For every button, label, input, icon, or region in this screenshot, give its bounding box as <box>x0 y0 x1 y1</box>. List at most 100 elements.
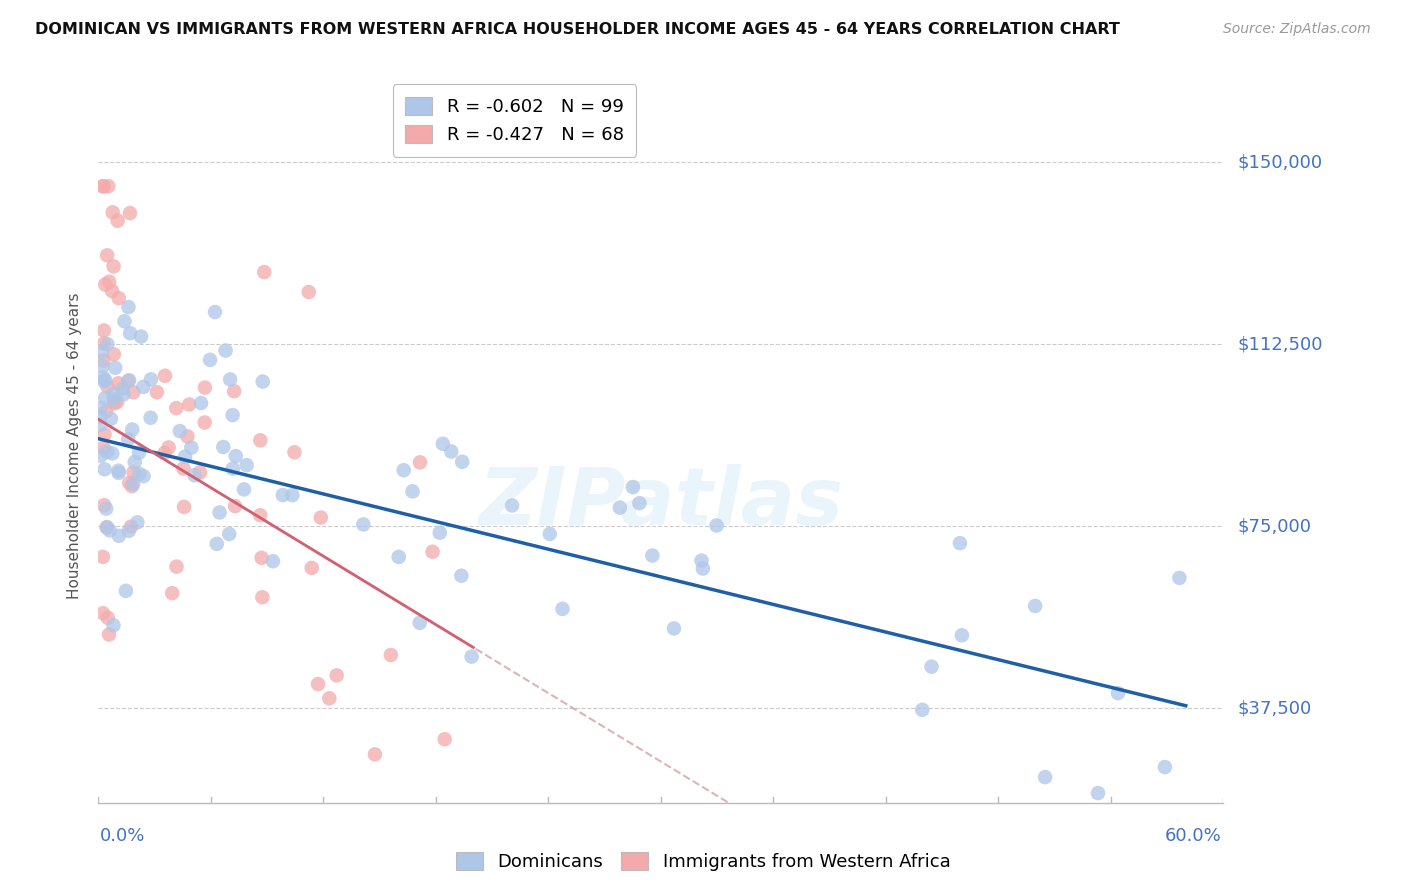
Legend: Dominicans, Immigrants from Western Africa: Dominicans, Immigrants from Western Afri… <box>449 845 957 879</box>
Legend: R = -0.602   N = 99, R = -0.427   N = 68: R = -0.602 N = 99, R = -0.427 N = 68 <box>392 84 637 157</box>
Point <box>450 568 472 582</box>
Point <box>392 463 415 477</box>
Y-axis label: Householder Income Ages 45 - 64 years: Householder Income Ages 45 - 64 years <box>67 293 83 599</box>
Point <box>120 326 142 341</box>
Point <box>118 206 141 220</box>
Point <box>104 360 127 375</box>
Point <box>318 691 340 706</box>
Point <box>98 524 121 538</box>
Point <box>96 379 118 393</box>
Point <box>107 291 129 305</box>
Point <box>153 446 176 460</box>
Point <box>281 488 304 502</box>
Text: $37,500: $37,500 <box>1237 699 1312 717</box>
Point <box>249 434 271 448</box>
Point <box>551 602 574 616</box>
Point <box>460 649 482 664</box>
Text: 0.0%: 0.0% <box>100 827 146 845</box>
Point <box>253 265 276 279</box>
Text: $75,000: $75,000 <box>1237 517 1312 535</box>
Point <box>98 627 121 641</box>
Point <box>690 553 713 567</box>
Point <box>121 479 143 493</box>
Point <box>194 381 217 395</box>
Point <box>96 520 118 534</box>
Point <box>283 445 305 459</box>
Point <box>105 395 128 409</box>
Point <box>173 500 195 514</box>
Point <box>422 545 444 559</box>
Point <box>91 441 114 455</box>
Point <box>98 275 121 289</box>
Point <box>90 449 112 463</box>
Point <box>252 591 274 605</box>
Point <box>93 375 115 389</box>
Point <box>117 300 139 314</box>
Point <box>271 488 294 502</box>
Point <box>1154 760 1177 774</box>
Point <box>432 437 454 451</box>
Point <box>101 205 124 219</box>
Point <box>103 347 125 361</box>
Point <box>169 424 191 438</box>
Point <box>208 505 231 519</box>
Point <box>139 372 162 386</box>
Point <box>97 611 120 625</box>
Point <box>132 469 155 483</box>
Point <box>107 213 129 227</box>
Point <box>949 536 972 550</box>
Point <box>190 396 212 410</box>
Point <box>93 323 115 337</box>
Point <box>641 549 664 563</box>
Point <box>93 336 115 351</box>
Point <box>117 432 139 446</box>
Point <box>132 380 155 394</box>
Point <box>91 359 114 373</box>
Point <box>103 396 125 410</box>
Point <box>94 391 117 405</box>
Point <box>91 549 114 564</box>
Point <box>364 747 387 762</box>
Point <box>96 337 118 351</box>
Point <box>252 375 274 389</box>
Point <box>101 284 124 298</box>
Point <box>440 444 463 458</box>
Point <box>91 606 114 620</box>
Point <box>235 458 257 472</box>
Text: $112,500: $112,500 <box>1237 335 1323 353</box>
Text: $150,000: $150,000 <box>1237 153 1322 171</box>
Point <box>262 554 284 568</box>
Point <box>103 392 125 407</box>
Point <box>90 401 112 415</box>
Point <box>107 464 129 478</box>
Point <box>112 387 135 401</box>
Point <box>198 352 221 367</box>
Point <box>621 480 644 494</box>
Point <box>153 368 176 383</box>
Point <box>352 517 374 532</box>
Point <box>172 461 194 475</box>
Text: Source: ZipAtlas.com: Source: ZipAtlas.com <box>1223 22 1371 37</box>
Point <box>628 496 651 510</box>
Text: ZIPatlas: ZIPatlas <box>478 464 844 542</box>
Point <box>298 285 321 299</box>
Point <box>93 498 115 512</box>
Point <box>97 179 120 194</box>
Point <box>218 527 240 541</box>
Point <box>129 329 152 343</box>
Text: 60.0%: 60.0% <box>1164 827 1222 845</box>
Point <box>662 622 685 636</box>
Point <box>107 466 129 480</box>
Point <box>111 382 134 396</box>
Point <box>93 353 115 368</box>
Point <box>120 519 142 533</box>
Point <box>103 618 125 632</box>
Point <box>380 648 402 662</box>
Point <box>204 305 226 319</box>
Point <box>103 387 125 401</box>
Point <box>911 703 934 717</box>
Point <box>166 559 188 574</box>
Point <box>91 370 114 384</box>
Point <box>94 373 117 387</box>
Point <box>224 384 246 399</box>
